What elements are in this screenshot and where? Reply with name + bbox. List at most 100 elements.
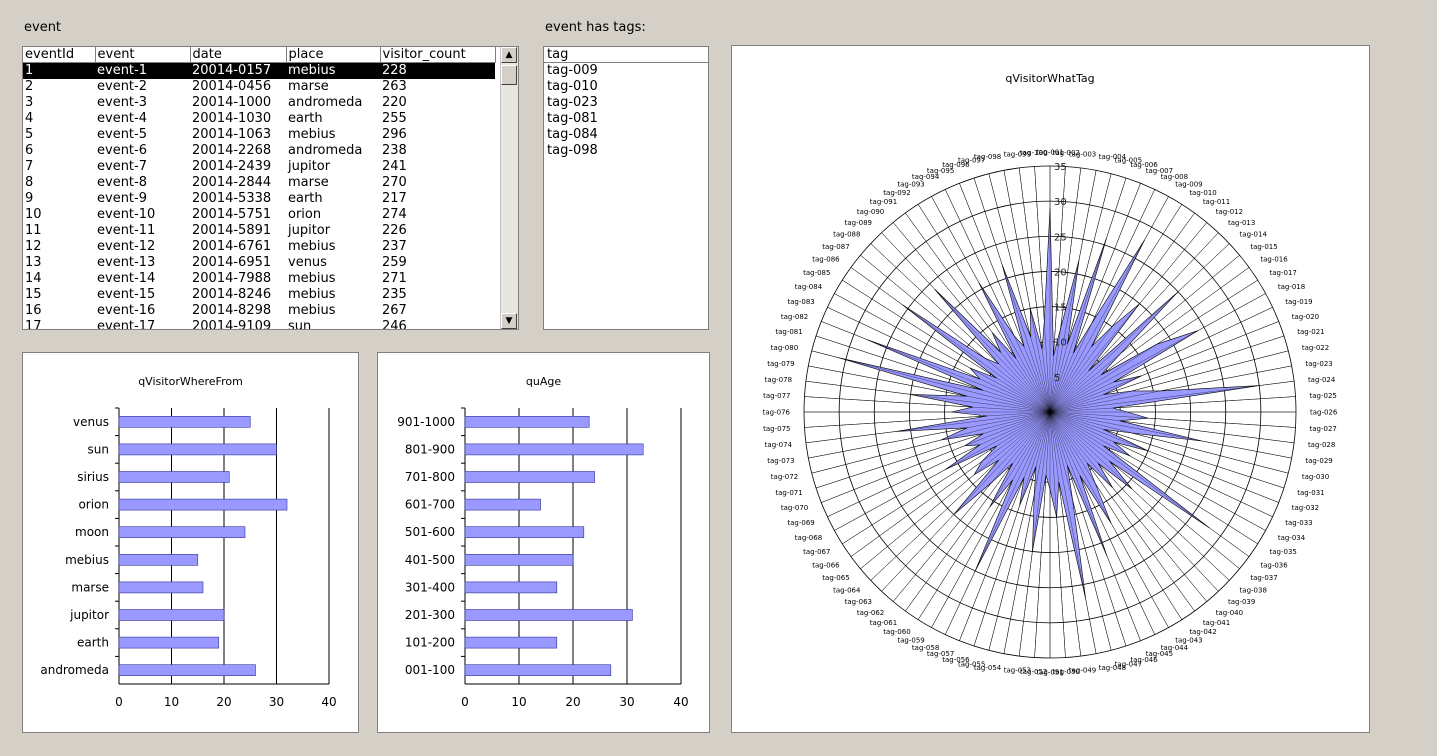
column-header-eventId[interactable]: eventId — [23, 47, 96, 63]
table-cell: andromeda — [288, 95, 363, 110]
table-row[interactable]: 5 event-5 20014-1063 mebius 296 — [23, 127, 495, 143]
table-cell: event-11 — [97, 223, 156, 238]
tag-list-item[interactable]: tag-009 — [547, 63, 598, 78]
bar — [118, 415, 251, 428]
event-table[interactable]: eventId event date place visitor_count 1 even… — [22, 46, 519, 330]
radar-spoke-overlay — [1049, 170, 1097, 413]
tag-list[interactable]: tag tag-009 tag-010 tag-023 tag-081 tag-084 t… — [543, 46, 709, 330]
age-chart: quAge 0 10 20 30 40 901-1000 801-900 701-800 601-… — [397, 375, 688, 709]
radar-spoke-overlay — [945, 411, 1051, 635]
table-row[interactable]: 16 event-16 20014-8298 mebius 267 — [23, 303, 495, 319]
column-header-visitor-count[interactable]: visitor_count — [380, 47, 496, 63]
column-header-place[interactable]: place — [286, 47, 381, 63]
radar-spoke-overlay — [893, 411, 1051, 602]
table-cell: marse — [288, 79, 329, 94]
table-scrollbar[interactable]: ▲ ▼ — [500, 47, 518, 329]
bar — [118, 498, 288, 511]
tag-list-item[interactable]: tag-023 — [547, 95, 598, 110]
chart-panel-what-tag: qVisitorWhatTag tag-001 tag-002 tag-003 tag-… — [731, 45, 1370, 733]
table-cell: event-2 — [97, 79, 147, 94]
category-label: 401-500 — [405, 553, 455, 567]
category-label: sirius — [77, 470, 109, 484]
radar-spoke-overlay — [1049, 167, 1081, 413]
radar-tick-label: 15 — [1054, 303, 1067, 314]
scroll-up-button[interactable]: ▲ — [501, 47, 517, 63]
chart-panel-age: quAge 0 10 20 30 40 901-1000 801-900 701-800 601-… — [377, 352, 710, 733]
table-row[interactable]: 12 event-12 20014-6761 mebius 237 — [23, 239, 495, 255]
radar-category-label: tag-064 — [833, 586, 861, 594]
table-row[interactable]: 13 event-13 20014-6951 venus 259 — [23, 255, 495, 271]
table-cell: 2 — [25, 79, 34, 94]
table-cell: event-4 — [97, 111, 147, 126]
table-row[interactable]: 3 event-3 20014-1000 andromeda 220 — [23, 95, 495, 111]
table-cell: 217 — [382, 191, 407, 206]
radar-category-label: tag-024 — [1308, 376, 1336, 384]
table-row[interactable]: 2 event-2 20014-0456 marse 263 — [23, 79, 495, 95]
radar-spoke-overlay — [808, 365, 1051, 413]
radar-spoke-overlay — [1049, 212, 1195, 413]
table-cell: 274 — [382, 207, 407, 222]
category-label: mebius — [65, 553, 109, 567]
radar-category-label: tag-052 — [1020, 668, 1047, 676]
scroll-down-button[interactable]: ▼ — [501, 313, 517, 329]
table-row[interactable]: 1 event-1 20014-0157 mebius 228 — [23, 62, 495, 79]
table-row[interactable]: 10 event-10 20014-5751 orion 274 — [23, 207, 495, 223]
column-header-event[interactable]: event — [95, 47, 191, 63]
radar-spoke-overlay — [1049, 381, 1295, 413]
table-row[interactable]: 9 event-9 20014-5338 earth 217 — [23, 191, 495, 207]
table-cell: 228 — [380, 62, 495, 79]
scroll-thumb[interactable] — [501, 65, 517, 85]
table-row[interactable]: 11 event-11 20014-5891 jupitor 226 — [23, 223, 495, 239]
chart-title: qVisitorWhatTag — [1005, 72, 1094, 85]
radar-category-label: tag-054 — [974, 664, 1002, 672]
table-cell: earth — [288, 111, 323, 126]
radar-category-label: tag-057 — [927, 650, 954, 658]
radar-category-label: tag-051 — [1036, 669, 1063, 677]
table-cell: event-15 — [97, 287, 156, 302]
radar-category-label: tag-060 — [883, 628, 910, 636]
radar-category-label: tag-041 — [1203, 619, 1230, 627]
table-cell: 20014-6761 — [192, 239, 272, 254]
table-cell: 20014-0157 — [190, 62, 286, 79]
radar-tick-label: 5 — [1054, 373, 1060, 384]
table-row[interactable]: 15 event-15 20014-8246 mebius 235 — [23, 287, 495, 303]
radar-spoke-overlay — [1049, 411, 1219, 592]
table-cell: 20014-8246 — [192, 287, 272, 302]
tag-list-item[interactable]: tag-081 — [547, 111, 598, 126]
table-row[interactable]: 14 event-14 20014-7988 mebius 271 — [23, 271, 495, 287]
table-row[interactable]: 8 event-8 20014-2844 marse 270 — [23, 175, 495, 191]
table-cell: mebius — [288, 287, 336, 302]
tag-list-item[interactable]: tag-084 — [547, 127, 598, 142]
tag-list-item[interactable]: tag-010 — [547, 79, 598, 94]
radar-spoke-overlay — [1049, 232, 1219, 413]
radar-category-label: tag-047 — [1115, 660, 1142, 668]
chart-title: quAge — [526, 375, 561, 388]
table-row[interactable]: 4 event-4 20014-1030 earth 255 — [23, 111, 495, 127]
radar-spoke-overlay — [1049, 293, 1266, 413]
table-row[interactable]: 6 event-6 20014-2268 andromeda 238 — [23, 143, 495, 159]
table-cell: 246 — [382, 319, 407, 330]
table-cell: 20014-2844 — [192, 175, 272, 190]
radar-category-label: tag-053 — [1004, 666, 1031, 674]
radar-category-label: tag-050 — [1053, 668, 1080, 676]
table-cell: marse — [288, 175, 329, 190]
table-cell: 255 — [382, 111, 407, 126]
x-tick-label: 0 — [115, 695, 123, 709]
table-row[interactable]: 17 event-17 20014-9109 sun 246 — [23, 319, 495, 330]
radar-spoke-overlay — [808, 411, 1051, 459]
radar-spoke-overlay — [1049, 222, 1207, 413]
tag-list-item[interactable]: tag-098 — [547, 143, 598, 158]
radar-category-label: tag-021 — [1297, 328, 1324, 336]
radar-series — [838, 208, 1260, 599]
column-header-date[interactable]: date — [190, 47, 287, 63]
table-cell: 3 — [25, 95, 34, 110]
radar-category-label: tag-039 — [1228, 598, 1255, 606]
table-cell: mebius — [288, 127, 336, 142]
table-row[interactable]: 7 event-7 20014-2439 jupitor 241 — [23, 159, 495, 175]
radar-spoke-overlay — [850, 411, 1051, 557]
x-tick-label: 30 — [619, 695, 634, 709]
radar-spoke-overlay — [1019, 411, 1051, 657]
x-tick-label: 0 — [461, 695, 469, 709]
table-cell: jupitor — [288, 159, 331, 174]
